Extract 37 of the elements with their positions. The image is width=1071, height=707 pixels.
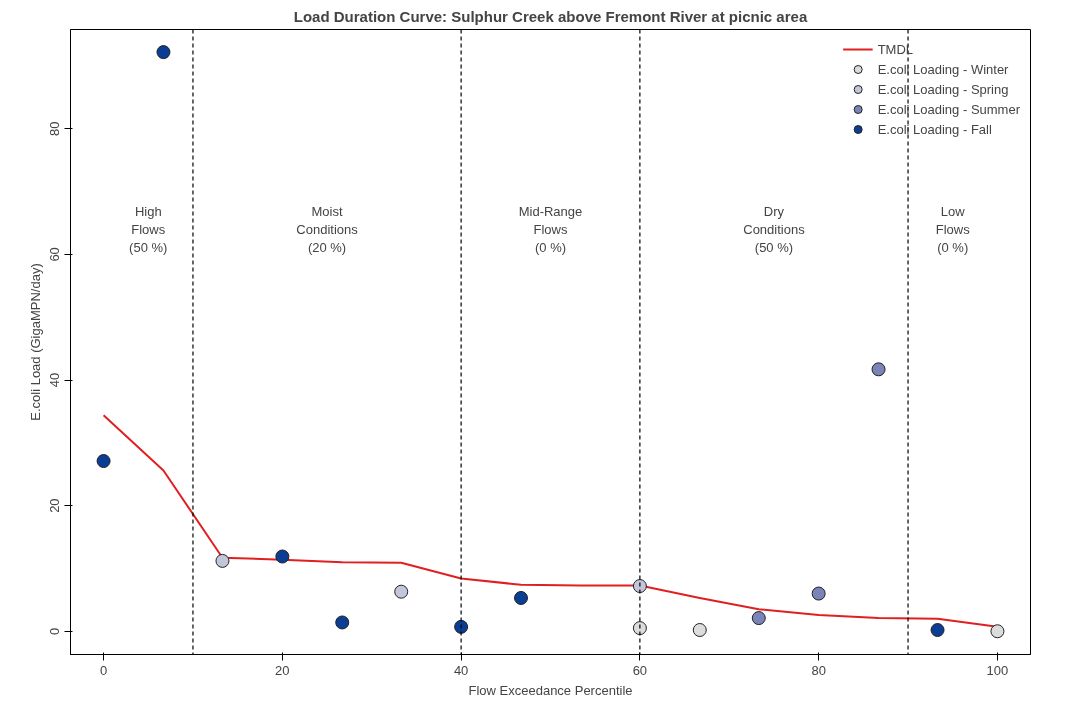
x-tick-label: 60 bbox=[632, 662, 648, 678]
annotation: Low Flows (0 %) bbox=[935, 204, 971, 255]
point bbox=[751, 611, 766, 626]
y-axis-title: E.coli Load (GigaMPN/day) bbox=[27, 263, 43, 421]
point bbox=[871, 362, 886, 377]
x-tick-label: 20 bbox=[275, 662, 290, 678]
annotation: High Flows (50 %) bbox=[129, 204, 168, 255]
chart-title: Load Duration Curve: Sulphur Creek above Fremont River at picnic area bbox=[293, 7, 808, 25]
annotation: Moist Conditions (20 %) bbox=[296, 204, 359, 255]
point bbox=[990, 624, 1005, 639]
y-tick-label: 60 bbox=[47, 247, 63, 262]
legend-label: TMDL bbox=[877, 41, 914, 57]
point bbox=[215, 553, 230, 568]
point bbox=[394, 584, 409, 599]
y-tick-label: 20 bbox=[47, 498, 63, 513]
point bbox=[811, 586, 826, 601]
point bbox=[275, 549, 290, 564]
y-tick-label: 0 bbox=[47, 627, 63, 635]
annotation: Mid-Range Flows (0 %) bbox=[518, 204, 583, 255]
y-tick-label: 80 bbox=[47, 121, 63, 136]
point bbox=[335, 615, 350, 630]
point bbox=[514, 590, 528, 605]
legend-label: E.coli Loading - Spring bbox=[877, 81, 1009, 97]
point bbox=[96, 454, 111, 469]
x-tick-label: 100 bbox=[986, 662, 1009, 678]
legend-label: E.coli Loading - Winter bbox=[877, 61, 1009, 77]
y-tick-label: 40 bbox=[47, 372, 63, 388]
legend-label: E.coli Loading - Summer bbox=[877, 101, 1020, 117]
point bbox=[930, 623, 945, 637]
x-axis-title: Flow Exceedance Percentile bbox=[468, 682, 633, 698]
x-tick-label: 0 bbox=[99, 662, 108, 678]
x-tick-label: 40 bbox=[453, 662, 469, 678]
point bbox=[692, 623, 707, 637]
legend-label: E.coli Loading - Fall bbox=[877, 121, 992, 137]
point bbox=[156, 45, 171, 60]
annotation: Dry Conditions (50 %) bbox=[743, 204, 806, 255]
x-tick-label: 80 bbox=[811, 662, 826, 678]
